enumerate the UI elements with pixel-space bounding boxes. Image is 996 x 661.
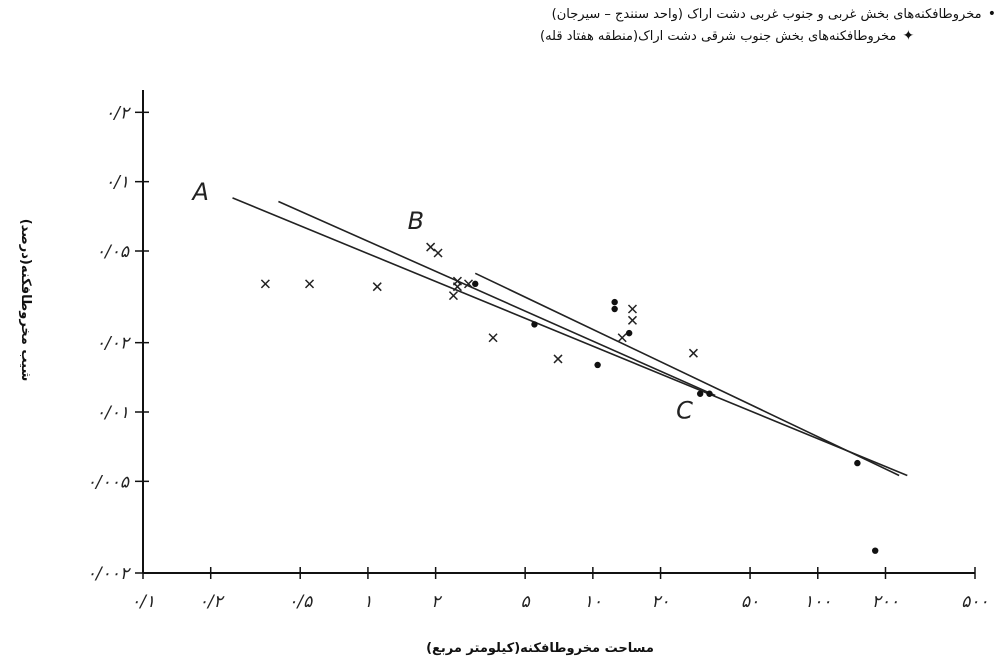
cross-point <box>463 279 474 289</box>
legend-item-southeastern: ✦ مخروطافکنه‌های بخش جنوب شرقی دشت اراک(… <box>540 28 914 44</box>
x-tick-label: ٢٠٠ <box>872 592 899 612</box>
cross-point <box>433 248 443 258</box>
x-tick-label: ۵ <box>521 592 531 612</box>
y-tick-label: ٠/٠٠۵ <box>87 472 130 492</box>
x-ticks: ٠/١ ٠/٢ ٠/۵ ١ ٢ ۵ ١٠ ٢٠ ۵٠ ١٠٠ ٢٠٠ ۵٠٠ <box>131 567 989 612</box>
y-tick-label: ٠/٠٠٢ <box>87 564 132 584</box>
cross-point <box>688 348 698 358</box>
dot-point <box>611 305 618 313</box>
dot-point <box>706 390 713 397</box>
cross-point <box>488 333 498 343</box>
fit-line-label-b: B <box>408 207 424 235</box>
cross-point <box>304 279 315 289</box>
y-ticks: ٠/٢ ٠/١ ٠/٠۵ ٠/٠٢ ٠/٠١ ٠/٠٠۵ ٠/٠٠٢ <box>87 103 149 584</box>
legend-marker-star: ✦ <box>902 28 915 44</box>
fit-lines: A B C <box>191 178 908 477</box>
data-points <box>260 242 879 554</box>
cross-point <box>372 282 382 292</box>
fit-line-a <box>232 197 908 477</box>
legend-label-western: مخروطافکنه‌های بخش غربی و جنوب غربی دشت … <box>551 7 982 22</box>
cross-point <box>627 304 637 314</box>
cross-point <box>452 282 462 292</box>
dot-point <box>531 321 538 328</box>
legend-marker-dot: • <box>987 6 996 22</box>
x-tick-label: ١ <box>363 592 372 612</box>
x-tick-label: ٠/٢ <box>199 592 226 612</box>
cross-point <box>553 354 563 364</box>
cross-point <box>617 333 627 343</box>
cross-point <box>426 242 436 252</box>
x-tick-label: ١٠ <box>584 592 602 612</box>
y-tick-label: ٠/١ <box>105 173 129 193</box>
y-tick-label: ٠/٠۵ <box>96 242 130 262</box>
axes <box>142 90 975 574</box>
y-axis-title: شیب مخروطافکنه(درصد) <box>18 219 33 381</box>
y-tick-label: ٠/٠١ <box>96 403 129 423</box>
x-tick-label: ١٠٠ <box>804 592 831 612</box>
x-tick-label: ٢ <box>431 592 443 612</box>
dot-point <box>594 361 601 369</box>
legend-item-western: • مخروطافکنه‌های بخش غربی و جنوب غربی دش… <box>552 6 996 22</box>
dot-point <box>611 298 618 306</box>
cross-point <box>260 279 270 289</box>
x-axis-title: مساحت مخروطافکنه(کیلومتر مربع) <box>426 641 654 656</box>
cross-point <box>448 291 458 301</box>
x-tick-label: ٢٠ <box>651 592 669 612</box>
dot-point <box>854 459 861 467</box>
fit-line-label-a: A <box>191 178 209 206</box>
fit-line-b <box>278 200 716 397</box>
dot-point <box>625 329 633 337</box>
y-tick-label: ٠/٠٢ <box>96 334 132 354</box>
fit-line-label-c: C <box>676 396 693 424</box>
dot-point <box>696 390 704 397</box>
cross-point <box>627 315 637 325</box>
x-tick-label: ٠/۵ <box>288 592 313 612</box>
x-tick-label: ۵٠ <box>741 592 759 612</box>
x-tick-label: ۵٠٠ <box>961 592 988 612</box>
dot-point <box>472 280 479 288</box>
fit-line-c <box>474 272 900 477</box>
x-tick-label: ٠/١ <box>131 592 155 612</box>
dot-point <box>872 547 879 554</box>
y-tick-label: ٠/٢ <box>105 103 132 123</box>
legend-label-southeastern: مخروطافکنه‌های بخش جنوب شرقی دشت اراک(من… <box>540 29 897 44</box>
